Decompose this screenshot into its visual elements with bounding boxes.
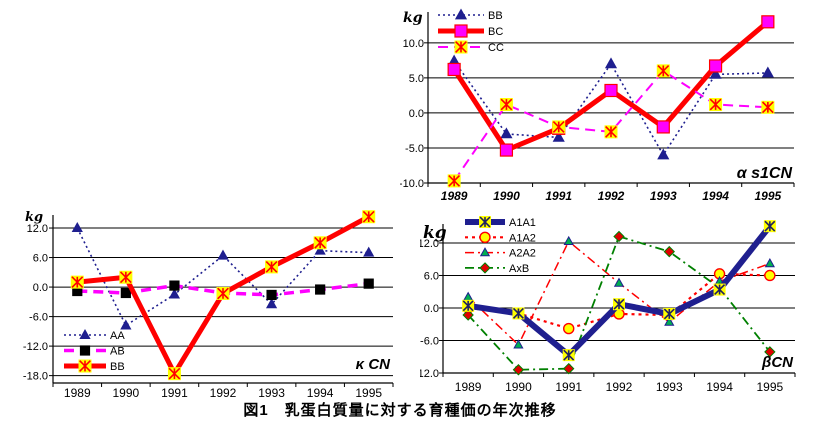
unit-label: kg xyxy=(423,223,447,243)
svg-text:-5.0: -5.0 xyxy=(405,143,424,155)
svg-text:12.0: 12.0 xyxy=(420,238,439,250)
series-CC xyxy=(447,64,775,188)
svg-text:BB: BB xyxy=(488,10,503,22)
chart-canvas-kappa-cn: 12.0 6.0 0.0 -6.0 -12.0 -18.0 1989 1990 1991 1992… xyxy=(23,210,394,400)
chart-title: α s1CN xyxy=(737,165,793,182)
figure-caption: 図1 乳蛋白質量に対する育種価の年次推移 xyxy=(243,402,557,419)
svg-text:0.0: 0.0 xyxy=(424,303,439,315)
svg-text:1989: 1989 xyxy=(455,380,482,394)
legend-item-AB: AB xyxy=(64,345,125,358)
legend-item-AxB: AxB xyxy=(465,262,529,275)
axes xyxy=(49,215,394,387)
svg-text:1993: 1993 xyxy=(656,380,683,394)
x-axis-labels: 1989 1990 1991 1992 1993 1994 1995 xyxy=(64,386,382,400)
unit-label: kg xyxy=(403,10,423,26)
svg-text:-12.0: -12.0 xyxy=(23,341,48,353)
legend-item-A2A2: A2A2 xyxy=(465,247,536,260)
svg-text:1992: 1992 xyxy=(598,189,625,203)
svg-text:0.0: 0.0 xyxy=(409,108,424,120)
svg-text:1990: 1990 xyxy=(493,189,520,203)
chart-beta-cn: 12.06.00.0-6.0-12.0198919901991199219931… xyxy=(420,210,819,400)
x-axis-labels: 1989 1990 1991 1992 1993 1994 1995 xyxy=(455,380,784,394)
series-A1A1 xyxy=(462,220,776,362)
svg-text:12.0: 12.0 xyxy=(27,223,48,235)
legend-item-CC: CC xyxy=(438,40,504,54)
chart-kappa-cn: 12.0 6.0 0.0 -6.0 -12.0 -18.0 1989 1990 1991 1992… xyxy=(0,200,420,405)
svg-text:1994: 1994 xyxy=(307,386,334,400)
svg-text:-12.0: -12.0 xyxy=(420,368,439,380)
legend-item-A1A2: A1A2 xyxy=(465,231,536,244)
chart-alpha-s1cn: 10.0 5.0 0.0 -5.0 -10.0 1989 1990 1991 1992 1993 1… xyxy=(400,0,819,210)
svg-text:BB: BB xyxy=(110,361,125,373)
series-AA xyxy=(71,222,375,330)
svg-text:1995: 1995 xyxy=(355,386,382,400)
svg-text:A1A2: A1A2 xyxy=(509,232,536,244)
legend-item-AA: AA xyxy=(64,328,125,342)
svg-text:A2A2: A2A2 xyxy=(509,248,536,260)
chart-canvas-beta-cn: 12.06.00.0-6.0-12.0198919901991199219931… xyxy=(420,216,796,394)
axes xyxy=(424,12,795,187)
svg-text:-6.0: -6.0 xyxy=(420,335,439,347)
y-axis-labels: 12.0 6.0 0.0 -6.0 -12.0 xyxy=(420,238,439,380)
svg-text:A1A1: A1A1 xyxy=(509,217,536,229)
legend: A1A1 A1A2 A2A2 AxB xyxy=(465,216,536,275)
svg-text:BC: BC xyxy=(488,26,503,38)
svg-text:CC: CC xyxy=(488,42,504,54)
chart-title: κ CN xyxy=(356,356,391,373)
svg-text:0.0: 0.0 xyxy=(33,282,48,294)
svg-text:1992: 1992 xyxy=(210,386,237,400)
svg-text:1990: 1990 xyxy=(113,386,140,400)
svg-text:AA: AA xyxy=(110,330,125,342)
svg-text:-18.0: -18.0 xyxy=(23,371,48,383)
chart-title: βCN xyxy=(761,354,794,371)
y-axis-labels: 12.0 6.0 0.0 -6.0 -12.0 -18.0 xyxy=(23,223,48,383)
svg-text:1991: 1991 xyxy=(545,189,572,203)
svg-text:6.0: 6.0 xyxy=(33,253,48,265)
svg-text:1995: 1995 xyxy=(755,189,782,203)
x-axis-labels: 1989 1990 1991 1992 1993 1994 1995 xyxy=(441,189,782,203)
legend-item-BB: BB xyxy=(438,8,503,22)
legend-item-BC: BC xyxy=(438,24,503,38)
series-BC xyxy=(447,15,775,157)
series-BB xyxy=(70,210,376,381)
svg-text:10.0: 10.0 xyxy=(403,38,424,50)
svg-text:AxB: AxB xyxy=(509,263,529,275)
legend: BB BC CC xyxy=(438,8,504,54)
svg-text:1991: 1991 xyxy=(555,380,582,394)
axes xyxy=(439,224,796,377)
svg-text:1994: 1994 xyxy=(706,380,733,394)
legend: AA AB BB xyxy=(64,328,125,373)
svg-text:6.0: 6.0 xyxy=(424,270,439,282)
legend-item-A1A1: A1A1 xyxy=(465,216,536,229)
svg-text:1993: 1993 xyxy=(650,189,677,203)
svg-text:1989: 1989 xyxy=(64,386,91,400)
svg-text:1994: 1994 xyxy=(702,189,729,203)
svg-text:1995: 1995 xyxy=(757,380,784,394)
svg-text:5.0: 5.0 xyxy=(409,73,424,85)
svg-text:1992: 1992 xyxy=(606,380,633,394)
svg-text:1991: 1991 xyxy=(161,386,188,400)
svg-text:1989: 1989 xyxy=(441,189,468,203)
svg-text:AB: AB xyxy=(110,346,125,358)
legend-item-BB: BB xyxy=(64,359,125,373)
svg-text:1993: 1993 xyxy=(258,386,285,400)
svg-text:-6.0: -6.0 xyxy=(29,312,48,324)
svg-text:-10.0: -10.0 xyxy=(400,178,424,190)
svg-text:1990: 1990 xyxy=(505,380,532,394)
y-axis-labels: 10.0 5.0 0.0 -5.0 -10.0 xyxy=(400,38,424,190)
series-BB xyxy=(448,54,774,160)
unit-label: kg xyxy=(25,210,43,225)
